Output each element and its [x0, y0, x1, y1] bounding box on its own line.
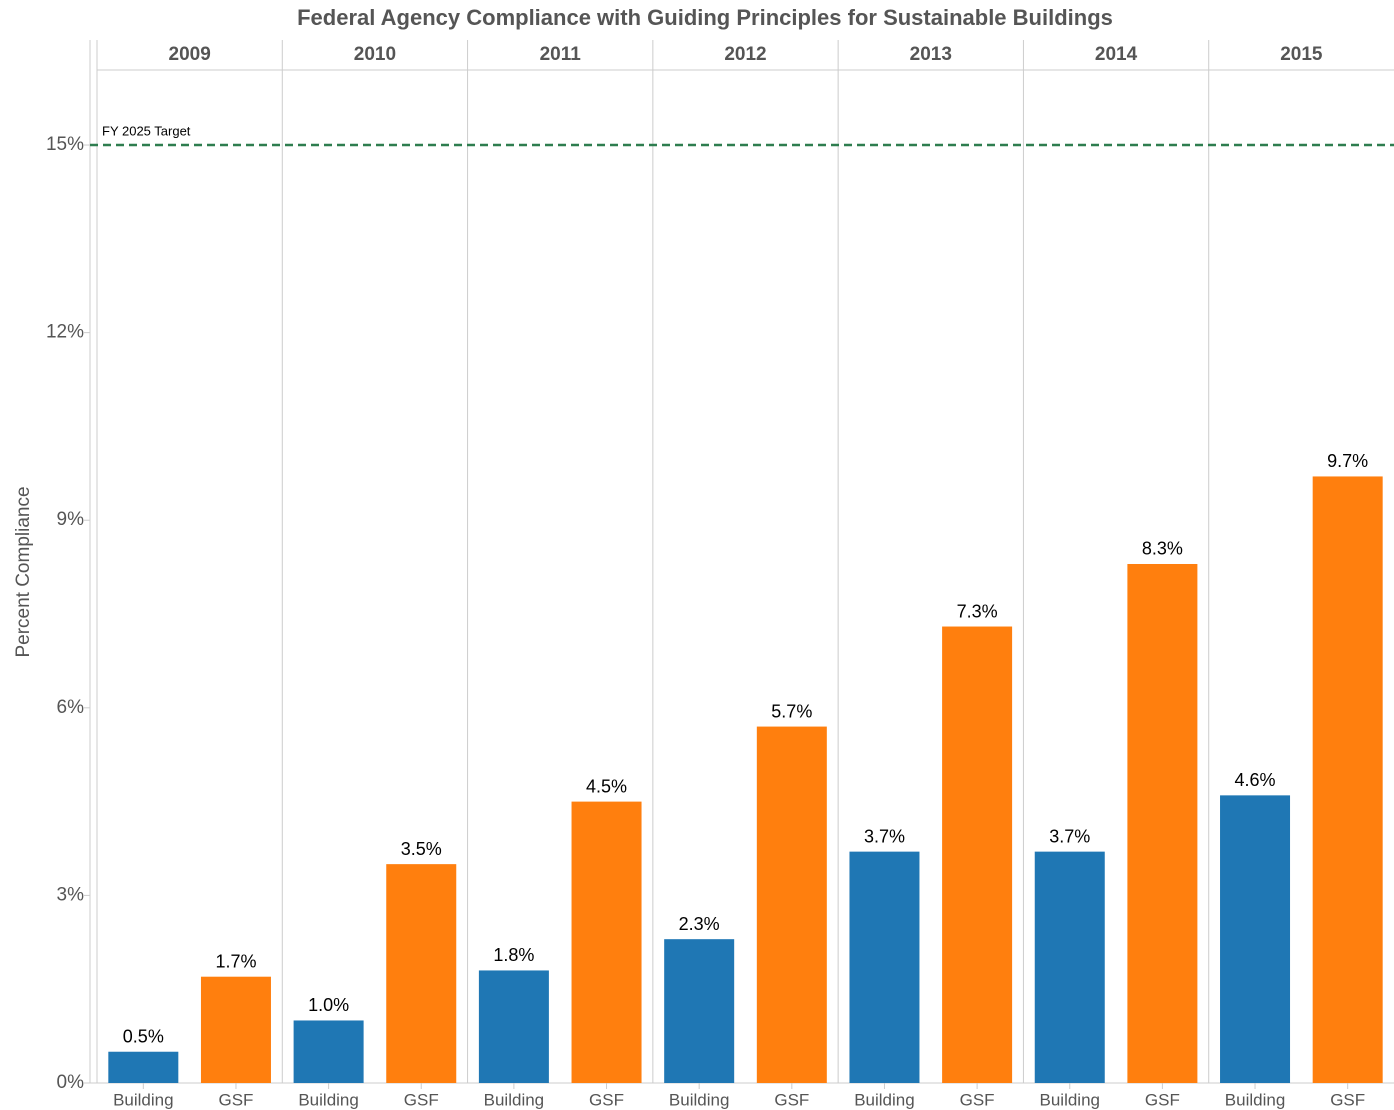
- bar: [1312, 476, 1383, 1083]
- data-label: 1.8%: [493, 945, 534, 965]
- y-tick-label: 6%: [57, 697, 85, 718]
- bar: [1220, 795, 1291, 1083]
- x-tick-label: GSF: [774, 1090, 809, 1109]
- x-tick-label: Building: [669, 1090, 730, 1109]
- y-tick-label: 0%: [57, 1072, 85, 1093]
- data-label: 4.6%: [1235, 770, 1276, 790]
- data-label: 3.7%: [1049, 826, 1090, 846]
- y-axis-label: Percent Compliance: [13, 486, 34, 657]
- bar: [386, 864, 457, 1083]
- x-tick-label: Building: [484, 1090, 545, 1109]
- bar: [1127, 563, 1198, 1083]
- chart-title: Federal Agency Compliance with Guiding P…: [297, 5, 1113, 30]
- bar: [200, 976, 271, 1083]
- data-label: 1.7%: [215, 951, 256, 971]
- target-label: FY 2025 Target: [102, 123, 191, 138]
- facet-label: 2009: [169, 44, 211, 65]
- facet-label: 2015: [1280, 44, 1323, 65]
- x-tick-label: GSF: [1145, 1090, 1180, 1109]
- x-tick-label: GSF: [960, 1090, 995, 1109]
- data-label: 5.7%: [771, 701, 812, 721]
- x-tick-label: Building: [1225, 1090, 1286, 1109]
- facet-label: 2013: [910, 44, 952, 65]
- x-tick-label: Building: [1040, 1090, 1101, 1109]
- x-tick-label: Building: [854, 1090, 915, 1109]
- bar: [571, 801, 642, 1083]
- data-label: 2.3%: [679, 914, 720, 934]
- y-tick-label: 12%: [46, 322, 84, 343]
- facet-label: 2010: [354, 44, 396, 65]
- x-tick-label: GSF: [589, 1090, 624, 1109]
- facet-label: 2014: [1095, 44, 1138, 65]
- bar: [942, 626, 1013, 1083]
- data-label: 9.7%: [1327, 451, 1368, 471]
- facet-label: 2011: [540, 44, 582, 65]
- facet-label: 2012: [724, 44, 766, 65]
- data-label: 3.5%: [401, 839, 442, 859]
- bar: [293, 1020, 364, 1083]
- bar: [849, 851, 920, 1083]
- data-label: 0.5%: [123, 1026, 164, 1046]
- data-label: 3.7%: [864, 826, 905, 846]
- data-label: 1.0%: [308, 995, 349, 1015]
- x-tick-label: Building: [113, 1090, 174, 1109]
- x-tick-label: GSF: [404, 1090, 439, 1109]
- data-label: 8.3%: [1142, 539, 1183, 559]
- bar: [108, 1051, 179, 1083]
- bar: [1034, 851, 1105, 1083]
- bar: [478, 970, 549, 1083]
- y-tick-label: 15%: [46, 134, 84, 155]
- data-label: 4.5%: [586, 776, 627, 796]
- x-tick-label: GSF: [218, 1090, 253, 1109]
- x-tick-label: Building: [298, 1090, 359, 1109]
- y-tick-label: 3%: [57, 884, 85, 905]
- x-tick-label: GSF: [1330, 1090, 1365, 1109]
- bar: [664, 939, 735, 1083]
- data-label: 7.3%: [957, 601, 998, 621]
- y-tick-label: 9%: [57, 509, 85, 530]
- bar: [756, 726, 827, 1083]
